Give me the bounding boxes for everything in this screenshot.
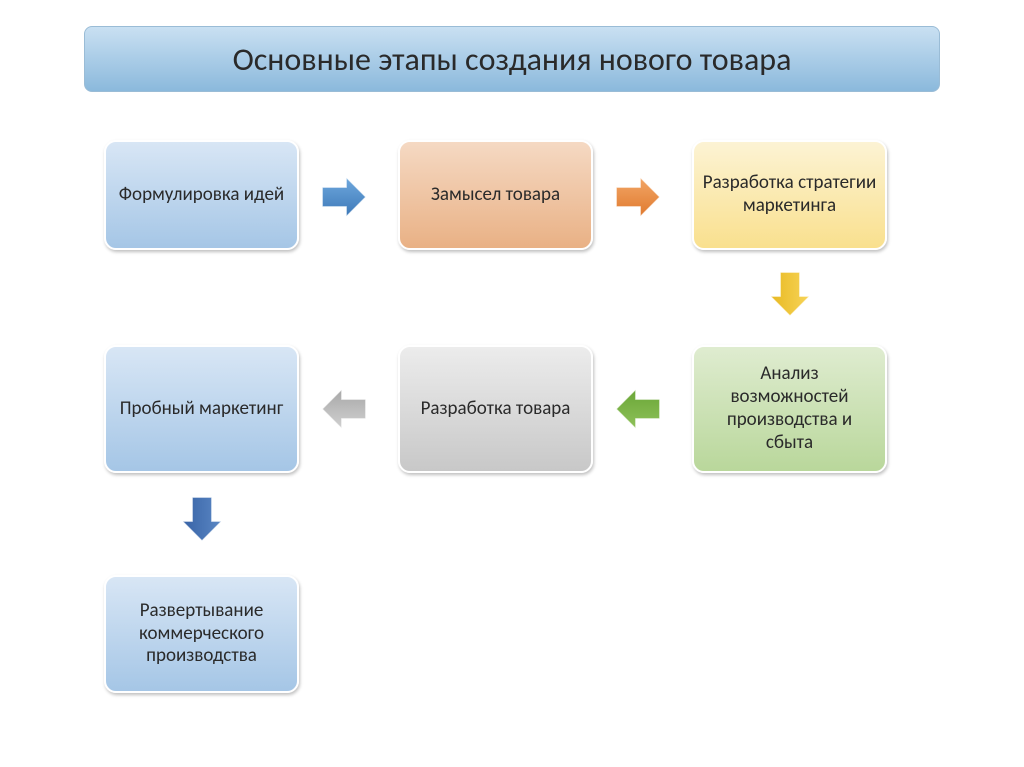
flow-arrow-a2 <box>614 173 662 226</box>
flow-arrow-a1 <box>320 173 368 226</box>
title-text: Основные этапы создания нового товара <box>233 40 792 79</box>
flow-arrow-a3 <box>766 270 814 323</box>
flow-node-n4: Анализ возможностей производства и сбыта <box>692 345 887 473</box>
flow-node-n1: Формулировка идей <box>104 140 299 250</box>
flow-arrow-a5 <box>320 385 368 438</box>
page-title: Основные этапы создания нового товара <box>84 26 940 92</box>
flow-node-n2: Замысел товара <box>398 140 593 250</box>
flow-node-n3: Разработка стратегии маркетинга <box>692 140 887 250</box>
flow-node-n7: Развертывание коммерческого производства <box>104 575 299 693</box>
flow-arrow-a4 <box>614 385 662 438</box>
flow-node-n6: Пробный маркетинг <box>104 345 299 473</box>
flow-node-n5: Разработка товара <box>398 345 593 473</box>
flow-arrow-a6 <box>178 495 226 548</box>
